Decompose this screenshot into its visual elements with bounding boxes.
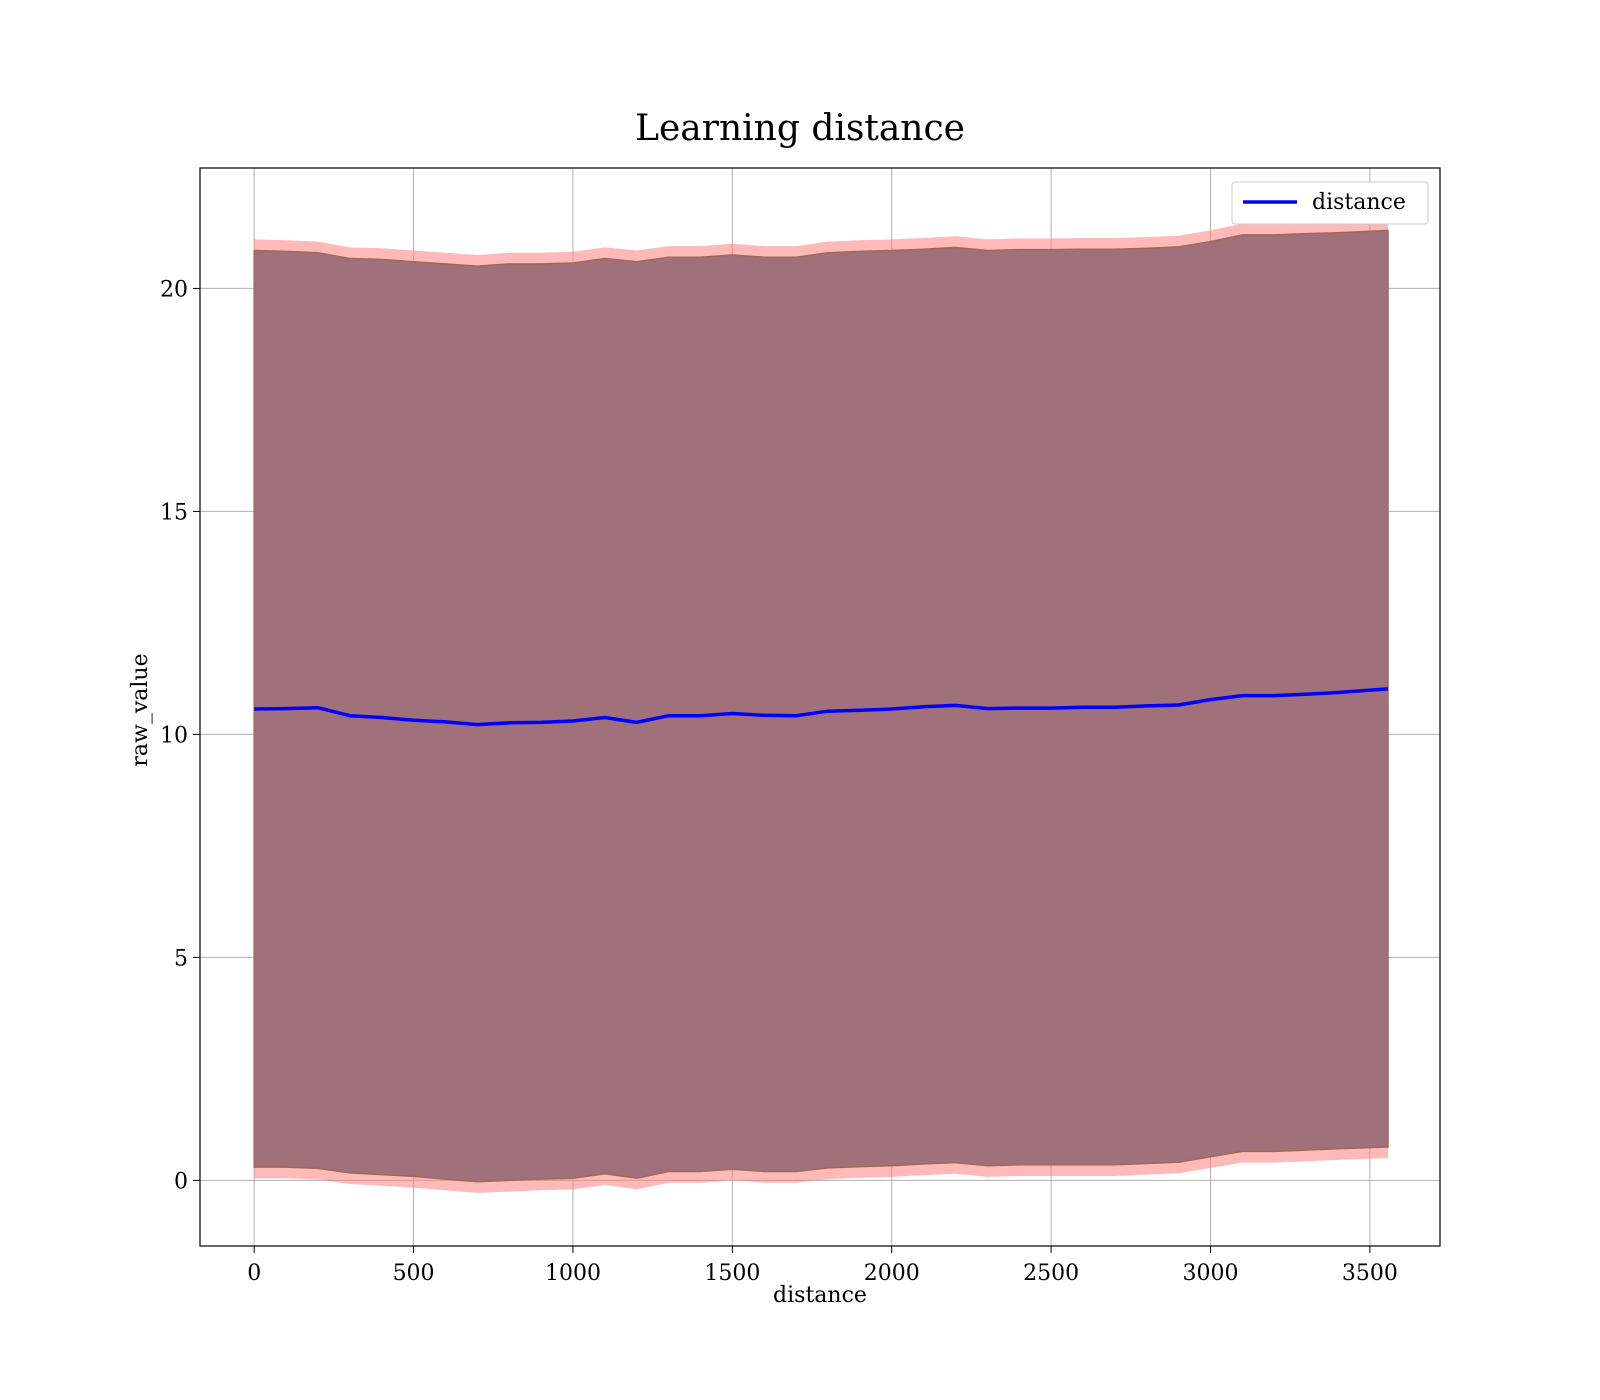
- y-tick-label: 10: [160, 723, 188, 748]
- y-tick-label: 15: [160, 500, 188, 525]
- plot-frame: [199, 167, 1441, 1247]
- x-tick-label: 1500: [704, 1261, 760, 1286]
- x-tick-label: 2500: [1023, 1261, 1079, 1286]
- x-tick-label: 3500: [1342, 1261, 1398, 1286]
- y-tick-label: 20: [160, 277, 188, 302]
- inner-band: [253, 229, 1389, 1183]
- y-tick-label: 5: [174, 946, 188, 971]
- legend-label-distance: distance: [1312, 190, 1406, 215]
- x-axis-ticks: 0 500 1000 1500 2000 2500 3000 3500: [247, 1246, 1398, 1286]
- chart-title: Learning distance: [635, 108, 965, 149]
- x-tick-label: 3000: [1182, 1261, 1238, 1286]
- y-axis-ticks: 0 5 10 15 20: [160, 277, 200, 1194]
- x-axis-label: distance: [773, 1283, 867, 1308]
- legend-box: [1231, 181, 1429, 225]
- y-tick-label: 0: [174, 1169, 188, 1194]
- series-line-distance: [254, 687, 1389, 727]
- x-tick-label: 1000: [545, 1261, 601, 1286]
- series-group: [254, 687, 1389, 727]
- x-tick-label: 500: [393, 1261, 435, 1286]
- bands: [253, 219, 1389, 1193]
- x-tick-label: 0: [247, 1261, 261, 1286]
- y-axis-label: raw_value: [128, 653, 153, 766]
- legend: distance: [1231, 181, 1429, 225]
- x-tick-label: 2000: [864, 1261, 920, 1286]
